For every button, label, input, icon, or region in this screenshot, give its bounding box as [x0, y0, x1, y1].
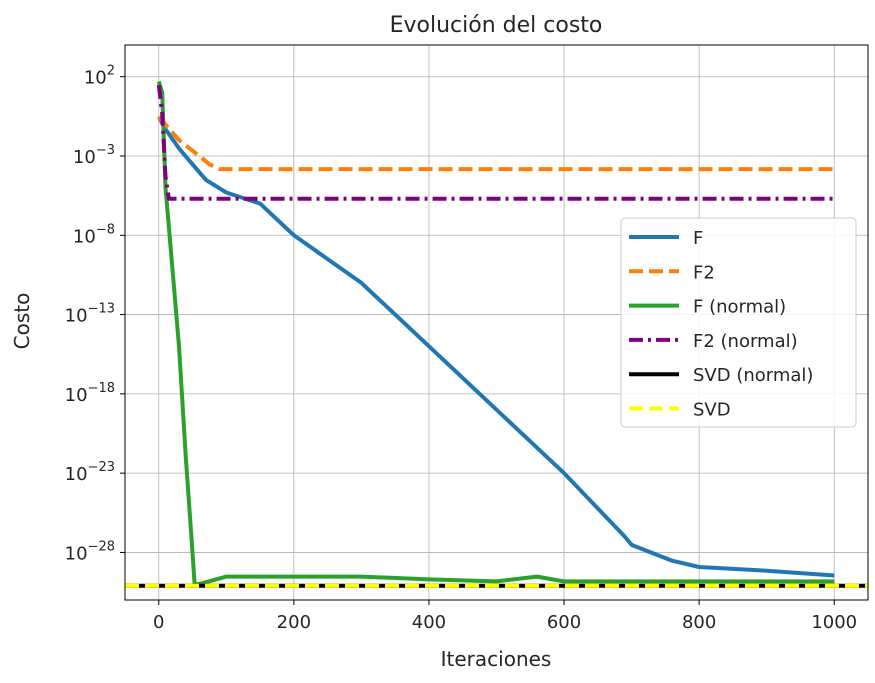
y-tick-label: 10−3 — [73, 143, 115, 168]
x-tick-label: 0 — [153, 612, 164, 633]
x-tick-label: 800 — [682, 612, 716, 633]
series-line-f-normal — [156, 80, 835, 587]
y-tick-label: 10−8 — [73, 222, 115, 247]
y-tick-label: 10−13 — [65, 302, 115, 327]
y-axis-label: Costo — [10, 293, 34, 350]
x-axis-label: Iteraciones — [441, 647, 552, 671]
y-tick-label: 10−18 — [65, 381, 115, 406]
plot-frame — [124, 44, 869, 601]
x-tick-label: 400 — [412, 612, 446, 633]
series-line-f — [157, 115, 835, 578]
series-layer — [125, 80, 868, 588]
legend-box — [620, 217, 857, 428]
chart-title: Evolución del costo — [390, 13, 603, 38]
legend-label: SVD (normal) — [693, 365, 813, 386]
legend: F F2 F (normal) F2 (normal) SVD (normal) SVD — [620, 217, 857, 428]
legend-label: F — [693, 228, 703, 249]
ticks: 0 200 400 600 800 1000 102 10−3 10−8 10−13 10−18 10… — [65, 64, 857, 633]
legend-label: F (normal) — [693, 297, 786, 318]
x-tick-label: 600 — [547, 612, 581, 633]
legend-label: SVD — [693, 400, 731, 421]
series-line-f2 — [157, 115, 835, 172]
series-line-f2-normal — [156, 84, 835, 201]
y-tick-label: 10−28 — [65, 539, 115, 564]
legend-label: F2 — [693, 262, 715, 283]
y-tick-label: 102 — [84, 64, 115, 89]
y-tick-label: 10−23 — [65, 460, 115, 485]
x-tick-label: 1000 — [811, 612, 857, 633]
legend-label: F2 (normal) — [693, 331, 798, 352]
x-tick-label: 200 — [277, 612, 311, 633]
